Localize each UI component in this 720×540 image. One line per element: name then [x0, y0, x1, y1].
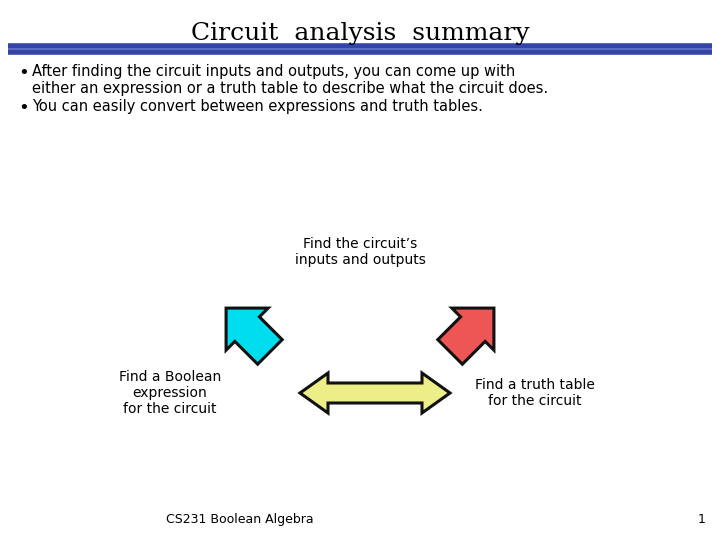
- Polygon shape: [226, 308, 282, 364]
- Text: Find the circuit’s
inputs and outputs: Find the circuit’s inputs and outputs: [294, 237, 426, 267]
- Polygon shape: [300, 373, 450, 413]
- Text: •: •: [18, 64, 29, 82]
- Text: Find a Boolean
expression
for the circuit: Find a Boolean expression for the circui…: [119, 370, 221, 416]
- Text: After finding the circuit inputs and outputs, you can come up with: After finding the circuit inputs and out…: [32, 64, 516, 79]
- Polygon shape: [438, 308, 494, 364]
- Text: CS231 Boolean Algebra: CS231 Boolean Algebra: [166, 513, 314, 526]
- Text: Find a truth table
for the circuit: Find a truth table for the circuit: [475, 378, 595, 408]
- Text: You can easily convert between expressions and truth tables.: You can easily convert between expressio…: [32, 99, 483, 114]
- Text: Circuit  analysis  summary: Circuit analysis summary: [191, 22, 529, 45]
- Text: 1: 1: [698, 513, 706, 526]
- Text: •: •: [18, 99, 29, 117]
- Text: either an expression or a truth table to describe what the circuit does.: either an expression or a truth table to…: [32, 81, 548, 96]
